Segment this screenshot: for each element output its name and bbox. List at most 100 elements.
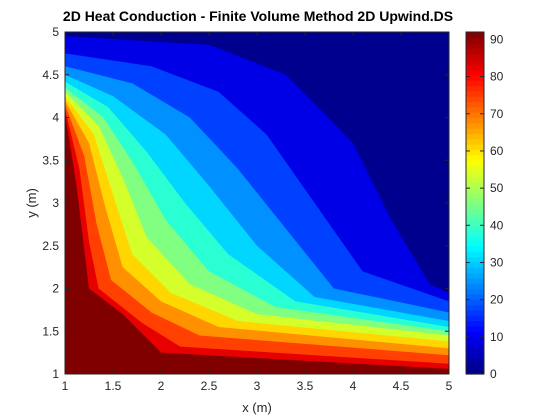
y-axis-label: y (m) [24,188,39,218]
y-tick-label: 2.5 [42,239,59,253]
colorbar-segment [466,138,484,145]
colorbar-segment [466,267,484,274]
colorbar-segment [466,42,484,49]
colorbar-segment [466,112,484,119]
colorbar-segment [466,352,484,359]
colorbar-segment [466,229,484,236]
colorbar-segment [466,149,484,156]
colorbar-segment [466,208,484,215]
contour-fills [65,32,449,374]
colorbar-segment [466,37,484,44]
colorbar-segment [466,331,484,338]
colorbar-segment [466,96,484,103]
colorbar-segment [466,128,484,135]
colorbar-segment [466,219,484,225]
x-tick-label: 2.5 [201,379,218,393]
colorbar-segment [466,320,484,327]
colorbar-segment [466,64,484,71]
colorbar-segment [466,336,484,343]
contour-band-9 [65,100,449,374]
colorbar-tick-label: 60 [490,144,504,158]
colorbar-tick-label: 50 [490,181,504,195]
colorbar-segment [466,90,484,97]
colorbar-segment [466,176,484,183]
colorbar-tick-label: 20 [490,293,504,307]
colorbar-tick-label: 70 [490,107,504,121]
x-tick-label: 1.5 [105,379,122,393]
colorbar-segment [466,213,484,220]
colorbar-segment [466,117,484,124]
x-tick-label: 1 [62,379,69,393]
y-tick-label: 4 [52,111,59,125]
x-tick-label: 3.5 [297,379,314,393]
colorbar-segment [466,363,484,370]
colorbar-segment [466,181,484,188]
colorbar-segment [466,85,484,92]
colorbar-segment [466,357,484,364]
y-tick-label: 2 [52,282,59,296]
colorbar-segment [466,160,484,167]
colorbar-segment [466,192,484,199]
colorbar-tick-label: 10 [490,330,504,344]
y-tick-label: 5 [52,25,59,39]
colorbar-segment [466,53,484,60]
contour-band-max [65,113,449,374]
colorbar-segment [466,293,484,300]
colorbar-segment [466,299,484,306]
colorbar: 0 10 20 30 40 50 60 70 80 90 [465,31,504,381]
x-tick-label: 4 [350,379,357,393]
colorbar-segment [466,58,484,65]
colorbar-segment [466,315,484,322]
colorbar-segment [466,347,484,354]
colorbar-segment [466,272,484,279]
x-tick-label: 5 [446,379,453,393]
y-tick-label: 3 [52,196,59,210]
y-tick-label: 3.5 [42,153,59,167]
x-tick-label: 3 [254,379,261,393]
colorbar-segment [466,283,484,290]
colorbar-segment [466,101,484,108]
x-axis-label: x (m) [242,400,272,415]
colorbar-segment [466,154,484,161]
chart-title: 2D Heat Conduction - Finite Volume Metho… [62,8,454,24]
colorbar-segment [466,80,484,87]
colorbar-tick-label: 0 [490,367,497,381]
colorbar-segment [466,48,484,54]
x-tick-label: 4.5 [393,379,410,393]
colorbar-segment [466,235,484,242]
x-tick-label: 2 [158,379,165,393]
colorbar-segment [466,325,484,332]
colorbar-segment [466,69,484,76]
colorbar-segment [466,197,484,204]
colorbar-tick-label: 30 [490,255,504,269]
colorbar-segment [466,256,484,263]
colorbar-segment [466,133,484,140]
colorbar-tick-label: 80 [490,70,504,84]
colorbar-segment [466,309,484,316]
colorbar-segment [466,341,484,348]
y-tick-label: 1.5 [42,324,59,338]
colorbar-segment [466,251,484,258]
colorbar-segment [466,304,484,311]
colorbar-segment [466,288,484,295]
axes: 1 1.5 2 2.5 3 3.5 4 4.5 5 1 1.5 2 2.5 3 3.5 4 4.5 5 [42,25,452,393]
colorbar-segment [466,245,484,252]
colorbar-segment [466,165,484,172]
colorbar-segment [466,122,484,129]
colorbar-segment [466,224,484,231]
y-tick-label: 1 [52,367,59,381]
colorbar-frame [465,31,485,375]
colorbar-segment [466,170,484,177]
colorbar-segment [466,368,484,375]
colorbar-tick-label: 90 [490,32,504,46]
colorbar-segment [466,261,484,268]
colorbar-segment [466,186,484,193]
colorbar-segment [466,240,484,247]
colorbar-tick-label: 40 [490,218,504,232]
colorbar-segment [466,32,484,38]
colorbar-segment [466,74,484,81]
colorbar-segment [466,144,484,151]
y-tick-label: 4.5 [42,68,59,82]
